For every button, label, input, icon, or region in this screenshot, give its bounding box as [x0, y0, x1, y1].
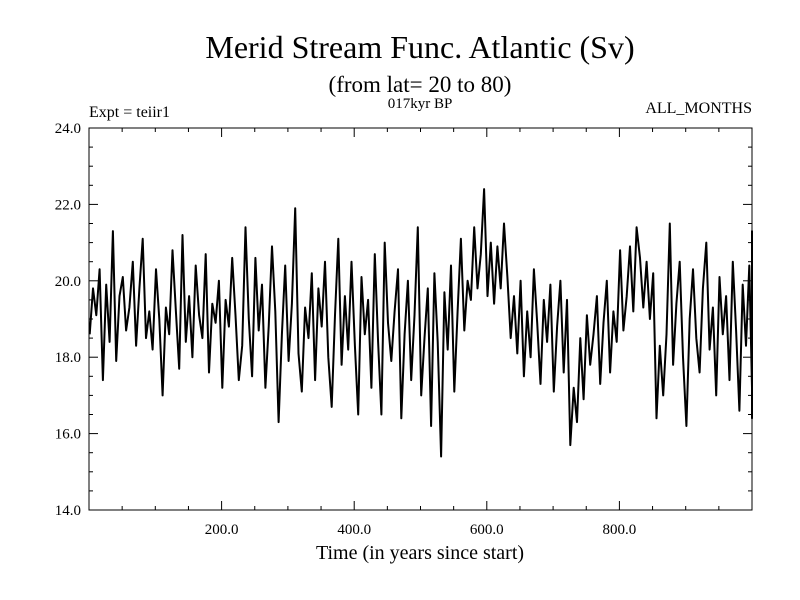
annotation-period: 017kyr BP [388, 96, 453, 112]
y-tick-label: 24.0 [55, 121, 81, 137]
series-line-0 [88, 188, 753, 458]
y-tick-label: 18.0 [55, 350, 81, 366]
y-tick-label: 20.0 [55, 274, 81, 290]
y-tick-label: 14.0 [55, 503, 81, 519]
x-tick-label: 600.0 [470, 522, 504, 538]
x-tick-label: 400.0 [337, 522, 371, 538]
annotation-months: ALL_MONTHS [645, 100, 752, 117]
x-axis-label: Time (in years since start) [316, 542, 524, 564]
y-tick-label: 22.0 [55, 197, 81, 213]
chart-subtitle: (from lat= 20 to 80) [329, 72, 512, 97]
chart-title: Merid Stream Func. Atlantic (Sv) [205, 29, 634, 65]
plot-area: 14.0 16.0 18.0 20.0 22.0 24.0 200.0 400.0 600.0 8… [55, 121, 753, 538]
annotation-expt: Expt = teiir1 [89, 104, 170, 121]
x-tick-label: 800.0 [603, 522, 637, 538]
y-tick-label: 16.0 [55, 427, 81, 443]
x-tick-label: 200.0 [205, 522, 239, 538]
